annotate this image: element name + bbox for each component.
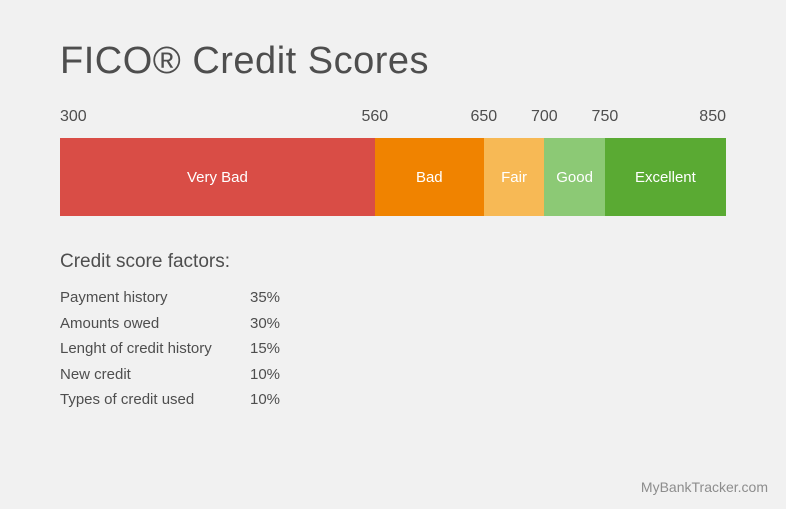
scale-segment: Fair xyxy=(484,138,545,216)
factor-row: Lenght of credit history15% xyxy=(60,336,726,362)
scale-segment-label: Good xyxy=(556,169,593,186)
factors-list: Payment history35%Amounts owed30%Lenght … xyxy=(60,285,726,413)
factor-label: Amounts owed xyxy=(60,311,250,337)
factor-pct: 30% xyxy=(250,311,310,337)
factor-row: Types of credit used10% xyxy=(60,387,726,413)
factor-pct: 10% xyxy=(250,362,310,388)
factor-pct: 10% xyxy=(250,387,310,413)
factor-row: New credit10% xyxy=(60,362,726,388)
factor-label: New credit xyxy=(60,362,250,388)
factor-row: Amounts owed30% xyxy=(60,311,726,337)
scale-tick: 850 xyxy=(699,108,726,126)
scale-segment-label: Fair xyxy=(501,169,527,186)
scale-tick: 300 xyxy=(60,108,87,126)
scale-segment: Bad xyxy=(375,138,484,216)
score-scale: 300 560 650 700 750 850 Very Bad Bad Fair Good Ex… xyxy=(60,108,726,216)
attribution: MyBankTracker.com xyxy=(641,479,768,495)
factor-pct: 15% xyxy=(250,336,310,362)
page-title: FICO® Credit Scores xyxy=(60,40,726,83)
factor-pct: 35% xyxy=(250,285,310,311)
scale-segment: Excellent xyxy=(605,138,726,216)
factors-title: Credit score factors: xyxy=(60,251,726,273)
scale-tick: 750 xyxy=(592,108,619,126)
scale-tick: 650 xyxy=(470,108,497,126)
scale-bar: Very Bad Bad Fair Good Excellent xyxy=(60,138,726,216)
scale-tick: 560 xyxy=(361,108,388,126)
scale-segment-label: Excellent xyxy=(635,169,696,186)
scale-segment: Good xyxy=(544,138,605,216)
factor-row: Payment history35% xyxy=(60,285,726,311)
factor-label: Payment history xyxy=(60,285,250,311)
factors-section: Credit score factors: Payment history35%… xyxy=(60,251,726,413)
factor-label: Types of credit used xyxy=(60,387,250,413)
scale-segment: Very Bad xyxy=(60,138,375,216)
page: FICO® Credit Scores 300 560 650 700 750 850 V… xyxy=(0,0,786,509)
scale-segment-label: Very Bad xyxy=(187,169,248,186)
factor-label: Lenght of credit history xyxy=(60,336,250,362)
scale-segment-label: Bad xyxy=(416,169,443,186)
scale-ticks: 300 560 650 700 750 850 xyxy=(60,108,726,132)
scale-tick: 700 xyxy=(531,108,558,126)
